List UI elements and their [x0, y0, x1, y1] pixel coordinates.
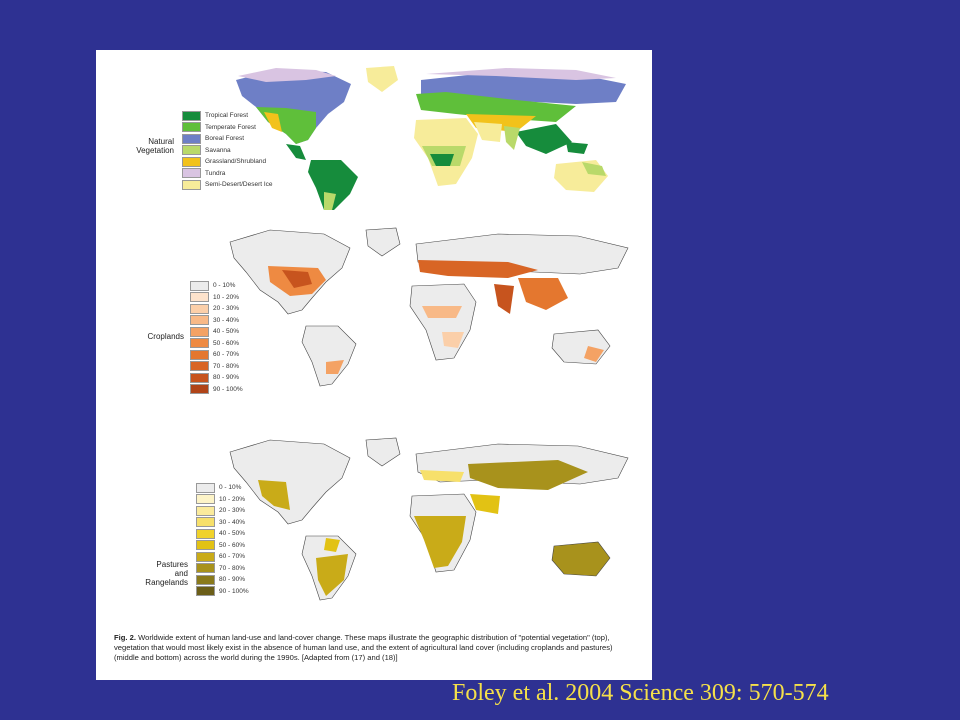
legend-label: 80 - 90%: [219, 576, 246, 584]
legend-item: 80 - 90%: [196, 574, 249, 586]
legend-label: 30 - 40%: [219, 518, 246, 526]
legend-label: 10 - 20%: [219, 495, 246, 503]
legend-swatch: [190, 372, 209, 383]
legend-label: Temperate Forest: [205, 123, 256, 131]
legend-swatch: [190, 384, 209, 395]
legend-label: 20 - 30%: [219, 507, 246, 515]
pastures-label: Pastures and Rangelands: [145, 560, 188, 587]
legend-item: 70 - 80%: [196, 563, 249, 575]
legend-item: 10 - 20%: [190, 292, 243, 304]
legend-item: 50 - 60%: [196, 540, 249, 552]
legend-swatch: [190, 338, 209, 349]
legend-item: 60 - 70%: [196, 551, 249, 563]
legend-item: Semi-Desert/Desert Ice: [182, 179, 273, 191]
legend-item: 30 - 40%: [196, 517, 249, 529]
legend-label: 60 - 70%: [219, 553, 246, 561]
pastures-map: [208, 430, 638, 620]
legend-swatch: [196, 574, 215, 585]
legend-item: Temperate Forest: [182, 122, 273, 134]
legend-item: Grassland/Shrubland: [182, 156, 273, 168]
natural-vegetation-label: Natural Vegetation: [136, 137, 174, 155]
legend-swatch: [190, 303, 209, 314]
croplands-map: [208, 222, 638, 397]
legend-label: 20 - 30%: [213, 305, 240, 313]
caption-lead: Fig. 2.: [114, 633, 136, 642]
legend-label: 50 - 60%: [213, 339, 240, 347]
legend-swatch: [182, 179, 201, 190]
legend-item: 90 - 100%: [196, 586, 249, 598]
legend-label: 90 - 100%: [219, 587, 249, 595]
legend-swatch: [190, 315, 209, 326]
croplands-label: Croplands: [147, 332, 184, 341]
legend-item: 20 - 30%: [196, 505, 249, 517]
legend-swatch: [196, 586, 215, 597]
caption-text: Worldwide extent of human land-use and l…: [114, 633, 613, 662]
legend-swatch: [196, 540, 215, 551]
citation: Foley et al. 2004 Science 309: 570-574: [452, 680, 829, 706]
legend-swatch: [190, 349, 209, 360]
legend-swatch: [190, 292, 209, 303]
legend-label: 0 - 10%: [219, 484, 242, 492]
natural-vegetation-legend: Tropical Forest Temperate Forest Boreal Fo…: [182, 110, 273, 191]
legend-swatch: [182, 168, 201, 179]
legend-label: 70 - 80%: [219, 564, 246, 572]
legend-label: 40 - 50%: [219, 530, 246, 538]
legend-label: 40 - 50%: [213, 328, 240, 336]
legend-swatch: [190, 280, 209, 291]
legend-label: 80 - 90%: [213, 374, 240, 382]
legend-item: 0 - 10%: [190, 280, 243, 292]
legend-swatch: [190, 361, 209, 372]
legend-swatch: [190, 326, 209, 337]
legend-item: 30 - 40%: [190, 315, 243, 327]
legend-swatch: [196, 505, 215, 516]
legend-swatch: [196, 551, 215, 562]
legend-label: 70 - 80%: [213, 362, 240, 370]
croplands-panel: Croplands 0 - 10% 10 - 20% 20 - 30% 30 - 40…: [96, 222, 652, 447]
legend-item: 0 - 10%: [196, 482, 249, 494]
legend-swatch: [196, 528, 215, 539]
legend-label: Savanna: [205, 146, 231, 154]
legend-item: Tropical Forest: [182, 110, 273, 122]
legend-label: Grassland/Shrubland: [205, 158, 267, 166]
legend-label: 50 - 60%: [219, 541, 246, 549]
pastures-panel: Pastures and Rangelands 0 - 10% 10 - 20% 2…: [96, 430, 652, 670]
legend-item: 60 - 70%: [190, 349, 243, 361]
legend-label: Tundra: [205, 169, 226, 177]
legend-swatch: [196, 517, 215, 528]
legend-item: 50 - 60%: [190, 338, 243, 350]
legend-label: Boreal Forest: [205, 135, 245, 143]
legend-label: 10 - 20%: [213, 293, 240, 301]
legend-label: Tropical Forest: [205, 112, 249, 120]
legend-item: 10 - 20%: [196, 494, 249, 506]
legend-swatch: [196, 494, 215, 505]
legend-item: 70 - 80%: [190, 361, 243, 373]
croplands-legend: 0 - 10% 10 - 20% 20 - 30% 30 - 40% 40 - 50% 5…: [190, 280, 243, 395]
legend-label: 0 - 10%: [213, 282, 236, 290]
legend-swatch: [196, 482, 215, 493]
figure: Natural Vegetation Tropical Forest Temper…: [96, 50, 652, 680]
legend-item: 40 - 50%: [190, 326, 243, 338]
legend-item: 90 - 100%: [190, 384, 243, 396]
legend-item: 20 - 30%: [190, 303, 243, 315]
legend-item: Savanna: [182, 145, 273, 157]
legend-item: Tundra: [182, 168, 273, 180]
legend-swatch: [182, 110, 201, 121]
legend-swatch: [196, 563, 215, 574]
figure-caption: Fig. 2. Worldwide extent of human land-u…: [114, 633, 634, 663]
natural-vegetation-panel: Natural Vegetation Tropical Forest Temper…: [96, 62, 652, 232]
legend-swatch: [182, 145, 201, 156]
legend-item: Boreal Forest: [182, 133, 273, 145]
legend-swatch: [182, 133, 201, 144]
legend-label: 90 - 100%: [213, 385, 243, 393]
legend-label: Semi-Desert/Desert Ice: [205, 181, 273, 189]
legend-label: 60 - 70%: [213, 351, 240, 359]
legend-item: 80 - 90%: [190, 372, 243, 384]
pastures-legend: 0 - 10% 10 - 20% 20 - 30% 30 - 40% 40 - 50% 5…: [196, 482, 249, 597]
legend-label: 30 - 40%: [213, 316, 240, 324]
legend-item: 40 - 50%: [196, 528, 249, 540]
legend-swatch: [182, 156, 201, 167]
legend-swatch: [182, 122, 201, 133]
natural-vegetation-map: [216, 62, 641, 212]
